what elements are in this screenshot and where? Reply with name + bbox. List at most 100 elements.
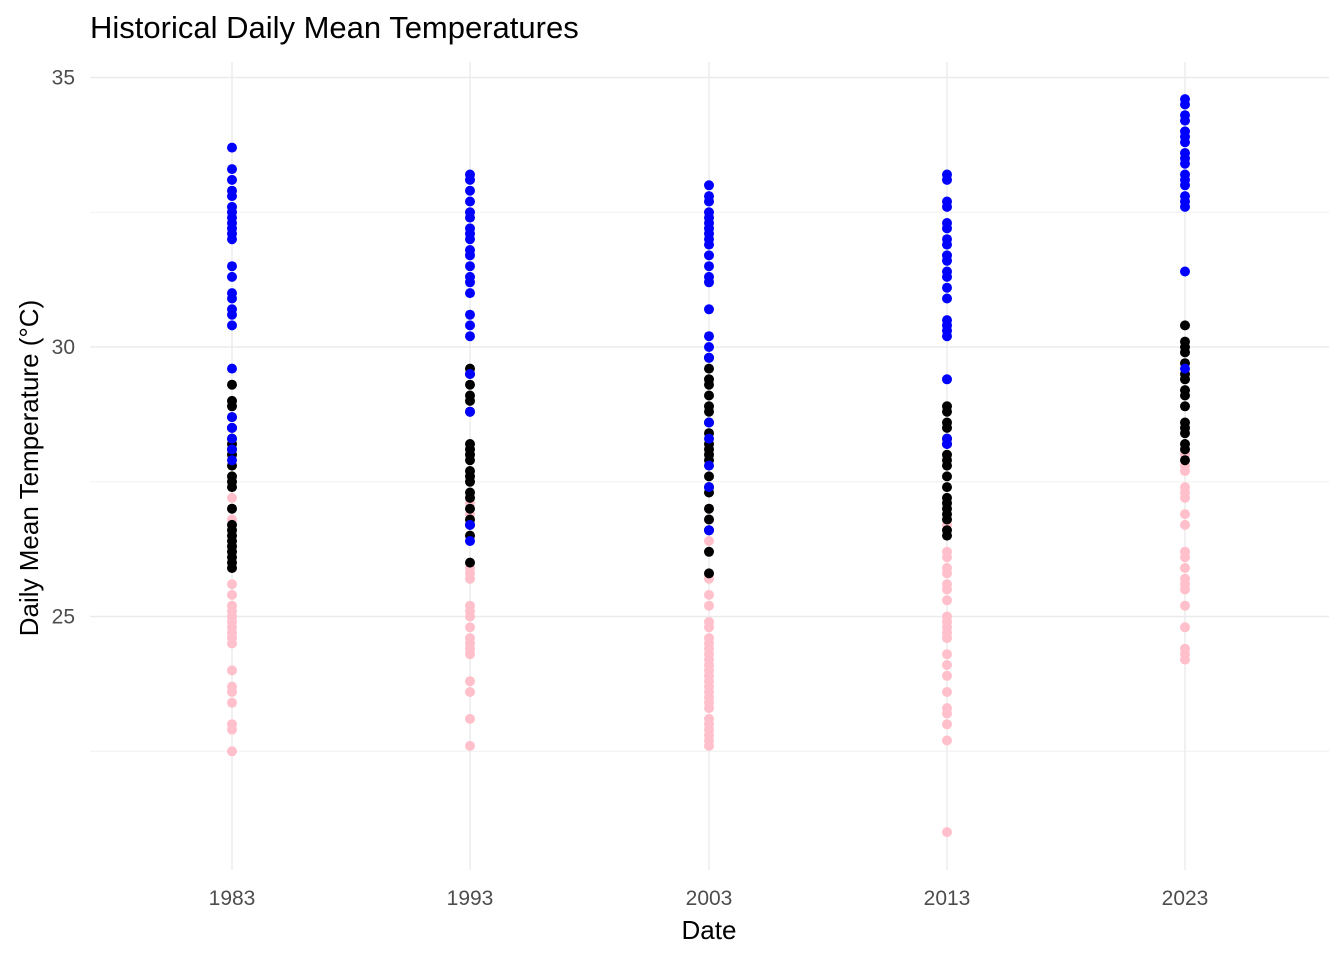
data-point-hot (227, 164, 237, 175)
data-point-cool (704, 740, 714, 751)
data-point-cool (942, 595, 952, 606)
data-point-hot (1180, 99, 1190, 110)
data-point-cool (942, 708, 952, 719)
data-point-hot (704, 433, 714, 444)
data-point-hot (1180, 201, 1190, 212)
data-point-mid (942, 460, 952, 471)
data-point-cool (942, 660, 952, 670)
y-axis-title: Daily Mean Temperature (°C) (14, 300, 44, 636)
data-point-cool (227, 638, 237, 649)
data-point-hot (227, 412, 237, 423)
data-point-cool (227, 724, 237, 735)
data-point-hot (704, 331, 714, 342)
data-point-cool (942, 568, 952, 579)
data-point-hot (227, 271, 237, 282)
data-point-mid (1180, 374, 1190, 385)
data-point-cool (465, 687, 475, 697)
data-point-mid (704, 363, 714, 374)
data-point-mid (465, 379, 475, 390)
data-point-mid (1180, 455, 1190, 466)
data-point-hot (227, 455, 237, 466)
data-point-cool (942, 670, 952, 681)
data-point-cool (704, 536, 714, 546)
data-point-hot (1180, 180, 1190, 191)
data-point-hot (942, 239, 952, 250)
data-point-hot (465, 234, 475, 245)
data-point-cool (227, 492, 237, 503)
data-point-mid (704, 406, 714, 417)
data-point-hot (227, 234, 237, 245)
data-point-hot (465, 519, 475, 530)
data-points (227, 94, 1190, 838)
data-point-mid (1180, 444, 1190, 455)
data-point-hot (227, 191, 237, 202)
data-point-mid (942, 406, 952, 417)
data-point-hot (465, 369, 475, 379)
data-point-hot (465, 212, 475, 223)
data-point-mid (704, 568, 714, 579)
data-point-mid (227, 401, 237, 412)
data-point-cool (465, 622, 475, 633)
data-point-mid (704, 379, 714, 390)
data-point-hot (1180, 115, 1190, 126)
data-point-mid (465, 395, 475, 406)
data-point-hot (704, 180, 714, 191)
data-point-hot (942, 293, 952, 304)
data-point-mid (942, 514, 952, 525)
data-point-cool (465, 676, 475, 687)
data-point-hot (465, 536, 475, 546)
data-point-hot (227, 433, 237, 444)
data-point-hot (227, 142, 237, 153)
data-point-cool (704, 703, 714, 714)
data-point-cool (942, 633, 952, 644)
data-point-mid (1180, 347, 1190, 358)
data-point-mid (1180, 320, 1190, 331)
data-point-hot (942, 282, 952, 293)
data-point-hot (465, 250, 475, 261)
data-point-hot (1180, 158, 1190, 169)
data-point-cool (465, 611, 475, 622)
data-point-hot (704, 352, 714, 363)
data-point-mid (942, 530, 952, 541)
y-tick-label: 25 (52, 606, 75, 629)
data-point-hot (942, 271, 952, 282)
data-point-cool (942, 584, 952, 595)
data-point-hot (942, 374, 952, 385)
data-point-cool (704, 589, 714, 600)
data-point-hot (227, 320, 237, 331)
data-point-cool (1180, 509, 1190, 520)
data-point-cool (704, 600, 714, 611)
x-axis-title: Date (682, 915, 737, 945)
y-tick-label: 35 (52, 67, 75, 90)
data-point-mid (704, 514, 714, 525)
data-point-hot (704, 342, 714, 352)
data-point-hot (704, 196, 714, 207)
data-point-hot (704, 250, 714, 261)
data-point-hot (227, 309, 237, 320)
data-point-mid (704, 390, 714, 401)
data-point-cool (1180, 654, 1190, 665)
data-point-cool (942, 649, 952, 660)
data-point-hot (704, 261, 714, 272)
data-point-cool (1180, 466, 1190, 476)
data-point-cool (942, 552, 952, 563)
data-point-cool (465, 740, 475, 751)
data-point-cool (227, 665, 237, 676)
data-point-mid (1180, 428, 1190, 439)
data-point-cool (1180, 584, 1190, 595)
data-point-hot (704, 239, 714, 250)
data-point-cool (1180, 563, 1190, 573)
data-point-mid (227, 482, 237, 493)
data-point-cool (227, 746, 237, 757)
data-point-hot (465, 288, 475, 299)
data-point-hot (465, 406, 475, 417)
data-point-hot (942, 201, 952, 212)
data-point-hot (465, 320, 475, 331)
data-point-cool (465, 649, 475, 660)
data-point-mid (942, 471, 952, 482)
data-point-mid (465, 476, 475, 487)
data-point-cool (227, 697, 237, 708)
data-point-hot (465, 196, 475, 207)
data-point-hot (1180, 266, 1190, 277)
